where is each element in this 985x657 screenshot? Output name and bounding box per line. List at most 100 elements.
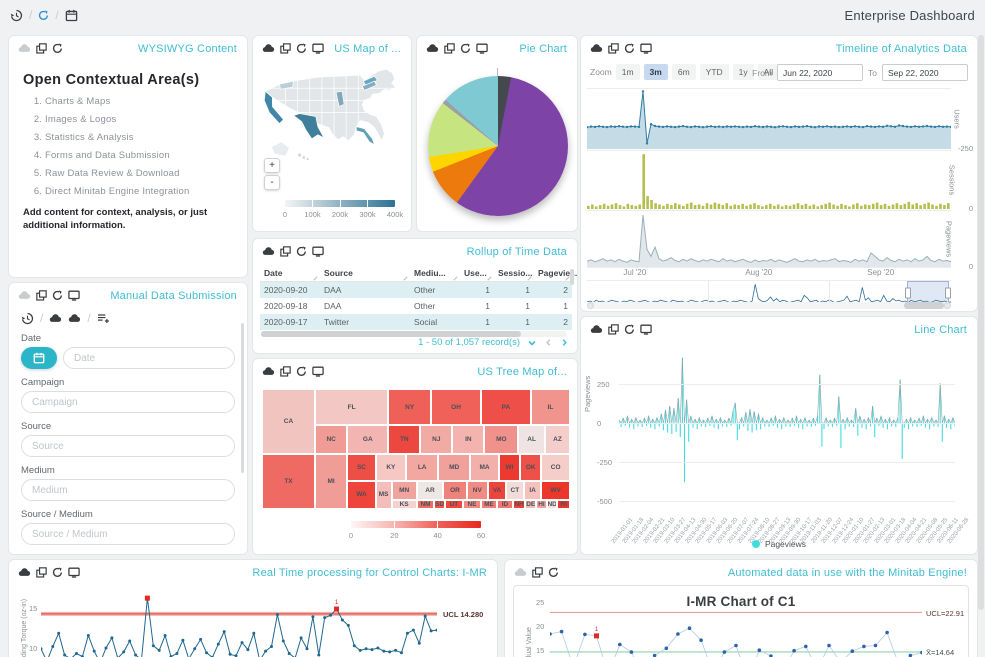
selection-right-handle[interactable] bbox=[945, 287, 952, 299]
pie-chart[interactable] bbox=[428, 76, 568, 216]
line-chart-plot[interactable] bbox=[619, 353, 955, 502]
treemap-cell-NY[interactable]: NY bbox=[388, 389, 432, 426]
treemap-cell-UT[interactable]: UT bbox=[444, 500, 464, 509]
cloud-download-icon[interactable] bbox=[590, 43, 603, 54]
timeline-zoom-ytd[interactable]: YTD bbox=[699, 64, 729, 80]
treemap-cell-DE[interactable]: DE bbox=[525, 500, 537, 509]
form-cloud-download-icon[interactable] bbox=[49, 313, 62, 324]
realtime-chart[interactable]: 1 bbox=[41, 588, 437, 657]
table-h-thumb[interactable] bbox=[261, 331, 522, 337]
treemap-cell-KS[interactable]: KS bbox=[391, 500, 417, 509]
present-icon[interactable] bbox=[640, 324, 652, 335]
treemap-cell-WI[interactable]: WI bbox=[498, 454, 521, 481]
reload-icon[interactable] bbox=[52, 290, 63, 301]
cloud-download-icon[interactable] bbox=[426, 43, 439, 54]
form-history-icon[interactable] bbox=[21, 312, 34, 325]
treemap-cell-AZ[interactable]: AZ bbox=[545, 425, 570, 455]
treemap-cell-ID[interactable]: ID bbox=[497, 500, 514, 509]
page-size-chevron-down-icon[interactable] bbox=[527, 338, 537, 348]
treemap-cell-NC[interactable]: NC bbox=[314, 425, 348, 455]
treemap-cell-TX[interactable]: TX bbox=[262, 454, 315, 509]
cloud-download-icon[interactable] bbox=[18, 43, 31, 54]
timeline-zoom-3m[interactable]: 3m bbox=[643, 64, 668, 80]
fullscreen-icon[interactable] bbox=[280, 366, 291, 377]
treemap-cell-RI[interactable]: RI bbox=[557, 500, 570, 509]
treemap-cell-MI[interactable]: MI bbox=[314, 454, 348, 509]
reload-icon[interactable] bbox=[624, 43, 635, 54]
form-cloud-upload-icon[interactable] bbox=[68, 313, 81, 324]
treemap-cell-OR[interactable]: OR bbox=[443, 480, 467, 501]
fullscreen-icon[interactable] bbox=[36, 290, 47, 301]
reload-icon[interactable] bbox=[296, 366, 307, 377]
table-row[interactable]: 2020-09-18 DAA Other 1 1 1 bbox=[260, 298, 572, 314]
present-icon[interactable] bbox=[640, 43, 652, 54]
next-page-icon[interactable] bbox=[560, 338, 569, 347]
reload-icon[interactable] bbox=[548, 567, 559, 578]
fullscreen-icon[interactable] bbox=[608, 43, 619, 54]
fullscreen-icon[interactable] bbox=[532, 567, 543, 578]
from-date-input[interactable] bbox=[777, 64, 864, 81]
history-icon[interactable] bbox=[10, 9, 23, 22]
to-date-input[interactable] bbox=[882, 64, 968, 81]
present-icon[interactable] bbox=[476, 43, 488, 54]
treemap-cell-NV[interactable]: NV bbox=[466, 480, 489, 501]
fullscreen-icon[interactable] bbox=[280, 43, 291, 54]
date-input[interactable] bbox=[63, 347, 235, 369]
fullscreen-icon[interactable] bbox=[36, 567, 47, 578]
calendar-icon[interactable] bbox=[65, 9, 78, 22]
treemap-cell-ME[interactable]: ME bbox=[480, 500, 497, 509]
treemap-cell-WV[interactable]: WV bbox=[541, 480, 570, 501]
treemap-cell-KY[interactable]: KY bbox=[375, 454, 407, 481]
reload-icon[interactable] bbox=[624, 324, 635, 335]
treemap-cell-OK[interactable]: OK bbox=[520, 454, 542, 481]
imr-chart[interactable]: 1 bbox=[550, 600, 922, 657]
date-picker-button[interactable] bbox=[21, 347, 57, 369]
treemap-cell-MO[interactable]: MO bbox=[484, 425, 519, 455]
treemap-cell-SD[interactable]: SD bbox=[434, 500, 445, 509]
pageviews-series-band[interactable]: Pageviews 0 bbox=[587, 210, 973, 271]
treemap-cell-PA[interactable]: PA bbox=[480, 389, 531, 426]
reload-icon[interactable] bbox=[52, 567, 63, 578]
treemap-cell-WA[interactable]: WA bbox=[347, 480, 376, 509]
sessions-series-band[interactable]: Sessions 0 bbox=[587, 150, 973, 213]
selection-left-handle[interactable] bbox=[905, 287, 912, 299]
treemap-cell-CA[interactable]: CA bbox=[262, 389, 315, 455]
prev-page-icon[interactable] bbox=[544, 338, 553, 347]
cloud-download-icon[interactable] bbox=[18, 290, 31, 301]
treemap-cell-MN[interactable]: MN bbox=[391, 480, 417, 501]
scroll-right-button[interactable] bbox=[944, 302, 951, 309]
reload-icon[interactable] bbox=[460, 43, 471, 54]
form-scrollbar[interactable] bbox=[241, 323, 244, 473]
refresh-icon[interactable] bbox=[38, 9, 49, 21]
reload-icon[interactable] bbox=[296, 43, 307, 54]
source-input[interactable] bbox=[21, 435, 235, 457]
treemap-cell-AR[interactable]: AR bbox=[416, 480, 444, 501]
reload-icon[interactable] bbox=[296, 246, 307, 257]
column-header[interactable]: Date bbox=[260, 265, 320, 282]
column-header[interactable]: Mediu... bbox=[410, 265, 460, 282]
timeline-zoom-1y[interactable]: 1y bbox=[732, 64, 754, 80]
treemap-cell-FL[interactable]: FL bbox=[314, 389, 389, 426]
treemap-cell-IA[interactable]: IA bbox=[523, 480, 542, 501]
column-header[interactable]: Pagevie... bbox=[534, 265, 577, 282]
page-scrollbar[interactable] bbox=[978, 35, 984, 610]
treemap-cell-NH[interactable]: NH bbox=[513, 500, 526, 509]
cloud-download-icon[interactable] bbox=[262, 246, 275, 257]
treemap-cell-SC[interactable]: SC bbox=[347, 454, 376, 481]
column-header[interactable]: Source bbox=[320, 265, 410, 282]
navigator-selection[interactable] bbox=[905, 281, 952, 305]
treemap-cell-NJ[interactable]: NJ bbox=[420, 425, 453, 455]
table-row[interactable]: 2020-09-20 DAA Other 1 1 2 bbox=[260, 281, 572, 298]
map-zoom-in-button[interactable]: + bbox=[264, 158, 280, 173]
table-row[interactable]: 2020-09-17 Twitter Social 1 1 2 bbox=[260, 314, 572, 330]
us-choropleth-map[interactable] bbox=[259, 64, 405, 165]
treemap-cell-MA[interactable]: MA bbox=[470, 454, 499, 481]
cloud-download-icon[interactable] bbox=[514, 567, 527, 578]
present-icon[interactable] bbox=[68, 567, 80, 578]
treemap-cell-MD[interactable]: MD bbox=[438, 454, 471, 481]
treemap-cell-IN[interactable]: IN bbox=[452, 425, 485, 455]
fullscreen-icon[interactable] bbox=[36, 43, 47, 54]
timeline-zoom-1m[interactable]: 1m bbox=[615, 64, 640, 80]
treemap-cell-OH[interactable]: OH bbox=[431, 389, 481, 426]
campaign-input[interactable] bbox=[21, 391, 235, 413]
